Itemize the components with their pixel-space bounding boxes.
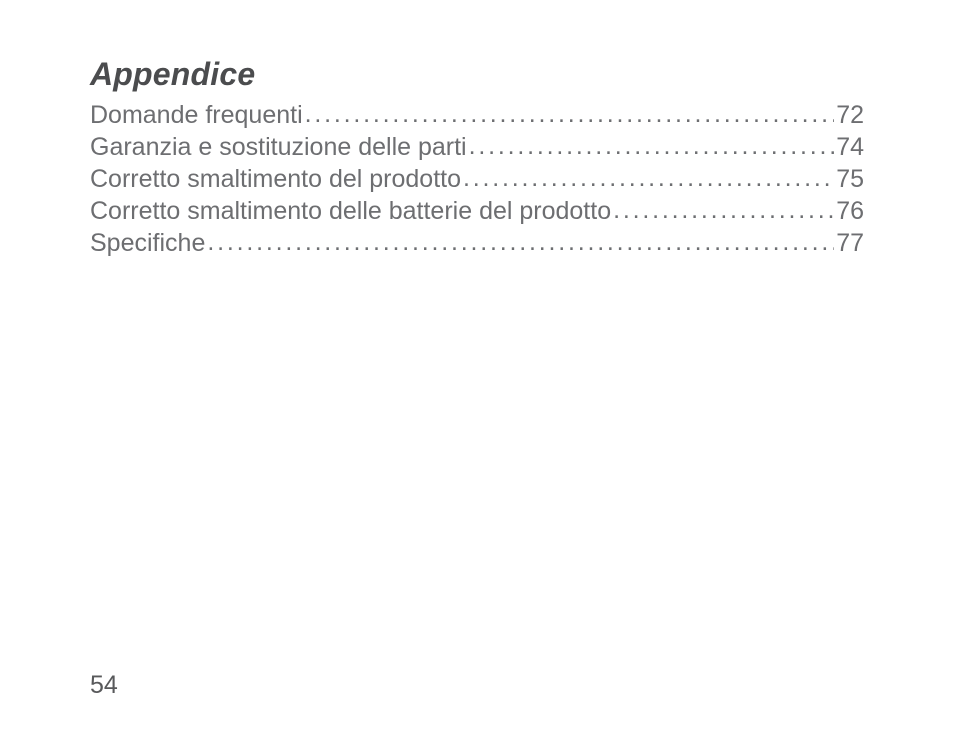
toc-label: Corretto smaltimento del prodotto — [90, 163, 461, 195]
toc-leader-dots — [205, 226, 834, 258]
toc-page-number: 74 — [834, 131, 864, 163]
toc-label: Domande frequenti — [90, 99, 303, 131]
toc-label: Corretto smaltimento delle batterie del … — [90, 195, 611, 227]
toc-row: Garanzia e sostituzione delle parti 74 — [90, 131, 864, 163]
toc-row: Domande frequenti 72 — [90, 99, 864, 131]
toc-leader-dots — [303, 98, 835, 130]
toc-page-number: 75 — [834, 163, 864, 195]
section-title: Appendice — [90, 56, 864, 93]
toc-page-number: 76 — [834, 195, 864, 227]
table-of-contents: Domande frequenti 72 Garanzia e sostituz… — [90, 99, 864, 259]
toc-row: Corretto smaltimento del prodotto 75 — [90, 163, 864, 195]
toc-label: Garanzia e sostituzione delle parti — [90, 131, 467, 163]
toc-row: Corretto smaltimento delle batterie del … — [90, 195, 864, 227]
toc-leader-dots — [461, 162, 834, 194]
toc-leader-dots — [467, 130, 835, 162]
document-page: Appendice Domande frequenti 72 Garanzia … — [0, 0, 954, 742]
toc-page-number: 77 — [834, 227, 864, 259]
page-number: 54 — [90, 671, 118, 700]
toc-label: Specifiche — [90, 227, 205, 259]
toc-row: Specifiche 77 — [90, 227, 864, 259]
toc-page-number: 72 — [834, 99, 864, 131]
toc-leader-dots — [611, 194, 834, 226]
